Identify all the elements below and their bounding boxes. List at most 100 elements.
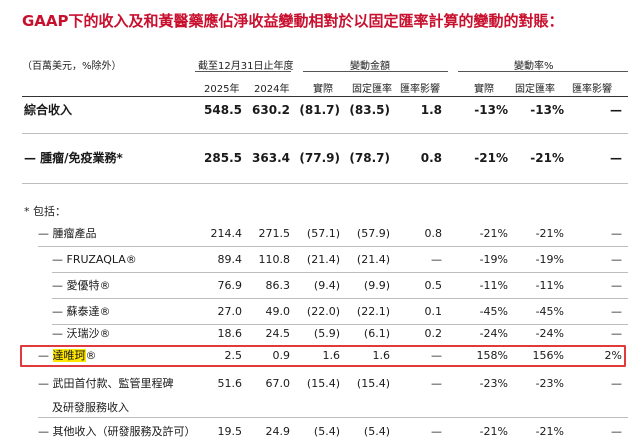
- table-row: 綜合收入 548.5 630.2 (81.7) (83.5) 1.8 -13% …: [0, 98, 632, 122]
- cell-2025: 19.5: [217, 425, 243, 438]
- cell-actual: (5.4): [313, 425, 340, 438]
- row-label: — 武田首付款、監管里程碑: [38, 377, 174, 390]
- row-label: 綜合收入: [24, 103, 73, 117]
- cell-actual: (57.1): [306, 227, 340, 240]
- row-label: — FRUZAQLA®: [52, 253, 137, 266]
- cell-actual: (15.4): [306, 377, 340, 390]
- table-row: — 腫瘤產品 214.4 271.5 (57.1) (57.9) 0.8 -21…: [0, 222, 632, 246]
- cell-actual-pct: -45%: [479, 305, 508, 318]
- unit-note: （百萬美元，%除外）: [22, 61, 122, 72]
- row-label: — 蘇泰達®: [52, 305, 111, 318]
- col-2025-header: 2025年: [204, 84, 240, 95]
- cell-constant-pct: -45%: [535, 305, 564, 318]
- col-actual-header: 實際: [313, 84, 333, 95]
- cell-2024: 24.5: [265, 327, 291, 340]
- cell-2024: 24.9: [265, 425, 291, 438]
- row-label: — 愛優特®: [52, 279, 111, 292]
- cell-2025: 51.6: [217, 377, 243, 390]
- cell-fx-pct: —: [611, 227, 622, 240]
- cell-constant-pct: -21%: [530, 151, 564, 165]
- cell-2024: 271.5: [258, 227, 291, 240]
- cell-actual-pct: -21%: [474, 151, 508, 165]
- cell-fx: —: [431, 253, 442, 266]
- col-fx-header: 匯率影響: [400, 84, 440, 95]
- table-row: — FRUZAQLA® 89.4 110.8 (21.4) (21.4) — -…: [0, 248, 632, 272]
- cell-2025: 214.4: [210, 227, 243, 240]
- cell-actual-pct: -19%: [479, 253, 508, 266]
- cell-actual-pct: -23%: [479, 377, 508, 390]
- cell-fx: 0.8: [424, 227, 443, 240]
- cell-2024: 86.3: [265, 279, 291, 292]
- cell-fx: 0.5: [424, 279, 443, 292]
- cell-actual-pct: -11%: [479, 279, 508, 292]
- row-divider: [22, 183, 628, 184]
- cell-2025: 18.6: [217, 327, 243, 340]
- table-row: — 武田首付款、監管里程碑 51.6 67.0 (15.4) (15.4) — …: [0, 372, 632, 396]
- row-divider: [52, 324, 628, 325]
- cell-actual: 1.6: [322, 349, 341, 362]
- row-divider: [38, 246, 628, 247]
- cell-actual-pct: -21%: [479, 425, 508, 438]
- table-row: — 腫瘤/免疫業務* 285.5 363.4 (77.9) (78.7) 0.8…: [0, 146, 632, 170]
- cell-constant-pct: -11%: [535, 279, 564, 292]
- cell-constant-pct: 156%: [532, 349, 564, 362]
- change-pct-group-header: 變動率%: [514, 61, 554, 72]
- cell-actual: (21.4): [306, 253, 340, 266]
- cell-2025: 89.4: [217, 253, 243, 266]
- cell-2025: 2.5: [224, 349, 243, 362]
- cell-actual-pct: 158%: [476, 349, 508, 362]
- cell-fx: 0.8: [420, 151, 442, 165]
- cell-constant: (5.4): [363, 425, 390, 438]
- cell-2024: 110.8: [258, 253, 291, 266]
- cell-2025: 548.5: [204, 103, 242, 117]
- cell-fx: 0.2: [424, 327, 443, 340]
- cell-fx-pct: —: [611, 425, 622, 438]
- row-label: — 沃瑞沙®: [52, 327, 111, 340]
- col-constant-header: 固定匯率: [352, 84, 392, 95]
- cell-constant: (6.1): [363, 327, 390, 340]
- cell-constant-pct: -21%: [535, 425, 564, 438]
- cell-fx: 0.1: [424, 305, 443, 318]
- cell-constant: (78.7): [349, 151, 390, 165]
- cell-constant-pct: -21%: [535, 227, 564, 240]
- col-constant-pct-header: 固定匯率: [515, 84, 555, 95]
- cell-actual-pct: -24%: [479, 327, 508, 340]
- cell-constant: (21.4): [356, 253, 390, 266]
- cell-constant: (83.5): [349, 103, 390, 117]
- cell-fx-pct: 2%: [604, 349, 622, 362]
- cell-fx-pct: —: [611, 253, 622, 266]
- cell-2024: 363.4: [252, 151, 290, 165]
- row-label-line2: 及研發服務收入: [52, 401, 129, 414]
- change-pct-group-rule: [458, 71, 628, 72]
- cell-actual-pct: -13%: [474, 103, 508, 117]
- cell-fx-pct: —: [611, 305, 622, 318]
- cell-fx: —: [431, 425, 442, 438]
- cell-constant: (22.1): [356, 305, 390, 318]
- page-title: GAAP下的收入及和黃醫藥應佔淨收益變動相對於以固定匯率計算的變動的對賬：: [22, 12, 564, 30]
- cell-actual: (77.9): [299, 151, 340, 165]
- row-divider: [52, 272, 628, 273]
- col-actual-pct-header: 實際: [474, 84, 494, 95]
- cell-constant: 1.6: [372, 349, 391, 362]
- col-fx-pct-header: 匯率影響: [572, 84, 612, 95]
- cell-constant-pct: -24%: [535, 327, 564, 340]
- cell-fx-pct: —: [611, 279, 622, 292]
- change-amount-group-rule: [303, 71, 448, 72]
- cell-2024: 0.9: [272, 349, 291, 362]
- table-row: — 愛優特® 76.9 86.3 (9.4) (9.9) 0.5 -11% -1…: [0, 274, 632, 298]
- cell-2025: 27.0: [217, 305, 243, 318]
- table-row: — 其他收入（研發服務及許可） 19.5 24.9 (5.4) (5.4) — …: [0, 420, 632, 444]
- cell-actual: (5.9): [313, 327, 340, 340]
- row-label-highlight: 達唯珂: [52, 349, 86, 362]
- row-label: — 腫瘤/免疫業務*: [24, 151, 123, 165]
- cell-constant-pct: -23%: [535, 377, 564, 390]
- cell-fx-pct: —: [610, 103, 622, 117]
- period-group-header: 截至12月31日止年度: [198, 61, 294, 72]
- header-rule: [22, 96, 628, 97]
- table-row: — 達唯珂® 2.5 0.9 1.6 1.6 — 158% 156% 2%: [0, 344, 632, 368]
- cell-2024: 49.0: [265, 305, 291, 318]
- row-label: — 達唯珂®: [38, 344, 97, 368]
- row-divider: [38, 417, 628, 418]
- cell-constant: (15.4): [356, 377, 390, 390]
- table-row: — 沃瑞沙® 18.6 24.5 (5.9) (6.1) 0.2 -24% -2…: [0, 322, 632, 346]
